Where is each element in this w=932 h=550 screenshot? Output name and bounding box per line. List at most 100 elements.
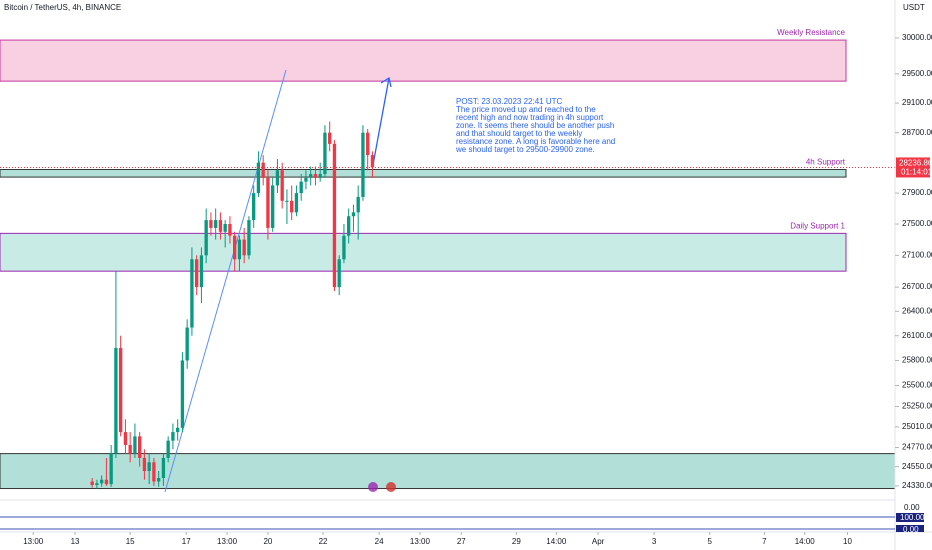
y-tick-label: 25010.00 — [902, 422, 932, 431]
candle-body — [351, 212, 356, 217]
candle-body — [247, 220, 251, 256]
candle-body — [204, 220, 208, 256]
y-tick-label: 26400.00 — [902, 306, 932, 315]
y-tick-label: 25250.00 — [902, 402, 932, 411]
candle-body — [104, 479, 109, 485]
candle-body — [199, 255, 204, 288]
candle-body — [109, 453, 113, 485]
candle-body — [185, 327, 189, 361]
indicator-upper-label: 100.00 — [900, 513, 925, 522]
candle-body — [138, 436, 142, 458]
y-tick-label: 24330.00 — [902, 481, 932, 490]
candle-body — [147, 462, 151, 472]
candle-body — [128, 444, 132, 454]
candle-body — [114, 348, 118, 454]
event-icon[interactable] — [386, 482, 396, 492]
event-icon[interactable] — [368, 482, 378, 492]
candle-body — [285, 200, 289, 202]
candle-body — [123, 432, 128, 445]
x-tick-label: 3 — [652, 537, 657, 546]
x-tick-label: 20 — [263, 537, 272, 546]
candle-body — [318, 174, 322, 178]
candle-body — [370, 155, 375, 168]
currency: USDT — [903, 3, 925, 12]
countdown-label: 01:14:01 — [901, 168, 932, 177]
indicator-lower-box — [896, 525, 924, 532]
x-tick-label: 13:00 — [410, 537, 431, 546]
candle-body — [152, 462, 156, 482]
trend-line — [164, 69, 287, 493]
candle-body — [95, 483, 99, 486]
candle-body — [356, 196, 360, 213]
candle-body — [195, 259, 199, 288]
candle-body — [242, 239, 246, 256]
candle-body — [252, 193, 256, 221]
candle-body — [166, 440, 170, 458]
candle-body — [218, 220, 223, 232]
y-tick-label: 25500.00 — [902, 381, 932, 390]
candle-body — [142, 457, 147, 472]
candle-body — [275, 170, 280, 186]
candle-body — [299, 181, 303, 194]
x-tick-label: 13:00 — [23, 537, 44, 546]
x-tick-label: 29 — [512, 537, 521, 546]
candle-body — [90, 481, 94, 486]
x-tick-label: 10 — [843, 537, 852, 546]
y-tick-label: 29500.00 — [902, 69, 932, 78]
last-price-label: 28236.86 — [899, 159, 932, 168]
annotation-line: recent high and now trading in 4h suppor… — [456, 113, 604, 122]
candle-body — [228, 223, 232, 236]
zone — [0, 39, 847, 82]
annotation-line: resistance zone. A long is favorable her… — [456, 137, 615, 146]
zone — [0, 453, 896, 490]
candle-body — [328, 132, 332, 144]
candle-body — [366, 132, 370, 156]
candle-body — [261, 162, 265, 178]
x-tick-label: 27 — [457, 537, 466, 546]
annotation-line: zone. It seems there should be another p… — [456, 121, 614, 130]
indicator-lower-label: 0.00 — [903, 525, 919, 534]
candle-body — [176, 427, 180, 433]
x-tick-label: 13:00 — [217, 537, 238, 546]
y-tick-label: 29100.00 — [902, 98, 932, 107]
candle-body — [337, 259, 341, 288]
annotation-line: we should target to 29500-29900 zone. — [455, 145, 595, 154]
candle-body — [271, 185, 275, 228]
last-price-box — [896, 157, 930, 178]
candle-body — [323, 132, 327, 175]
candle-body — [294, 193, 299, 213]
candle-body — [99, 479, 104, 484]
annotation-line: POST: 23.03.2023 22:41 UTC — [456, 97, 563, 106]
zone-label: Weekly Resistance — [777, 28, 845, 37]
y-tick-label: 24770.00 — [902, 443, 932, 452]
x-tick-label: 17 — [182, 537, 191, 546]
candle-body — [342, 235, 346, 260]
candle-body — [304, 177, 308, 182]
candle-body — [280, 170, 284, 201]
chart-title: Bitcoin / TetherUS, 4h, BINANCE — [4, 3, 121, 12]
indicator-tick-label: 0.00 — [904, 503, 920, 512]
y-tick-label: 26100.00 — [902, 331, 932, 340]
candle-body — [171, 432, 175, 441]
candle-body — [180, 360, 185, 428]
annotation-line: and that should target to the weekly — [456, 129, 582, 138]
zone-label: 4h Support — [806, 158, 846, 167]
candle-body — [233, 235, 237, 260]
arrow — [372, 76, 392, 166]
candle-body — [119, 348, 123, 433]
zone — [0, 232, 847, 272]
y-tick-label: 26700.00 — [902, 282, 932, 291]
zone — [0, 168, 847, 178]
candle-body — [347, 216, 351, 236]
plot-area — [0, 39, 896, 493]
candle-body — [237, 239, 242, 260]
candle-body — [256, 162, 261, 194]
x-tick-label: 22 — [319, 537, 328, 546]
candle-body — [266, 177, 270, 228]
y-tick-label: 27900.00 — [902, 188, 932, 197]
x-tick-label: 15 — [126, 537, 135, 546]
y-tick-label: 28700.00 — [902, 128, 932, 137]
candle-body — [290, 200, 294, 213]
y-tick-label: 24550.00 — [902, 462, 932, 471]
